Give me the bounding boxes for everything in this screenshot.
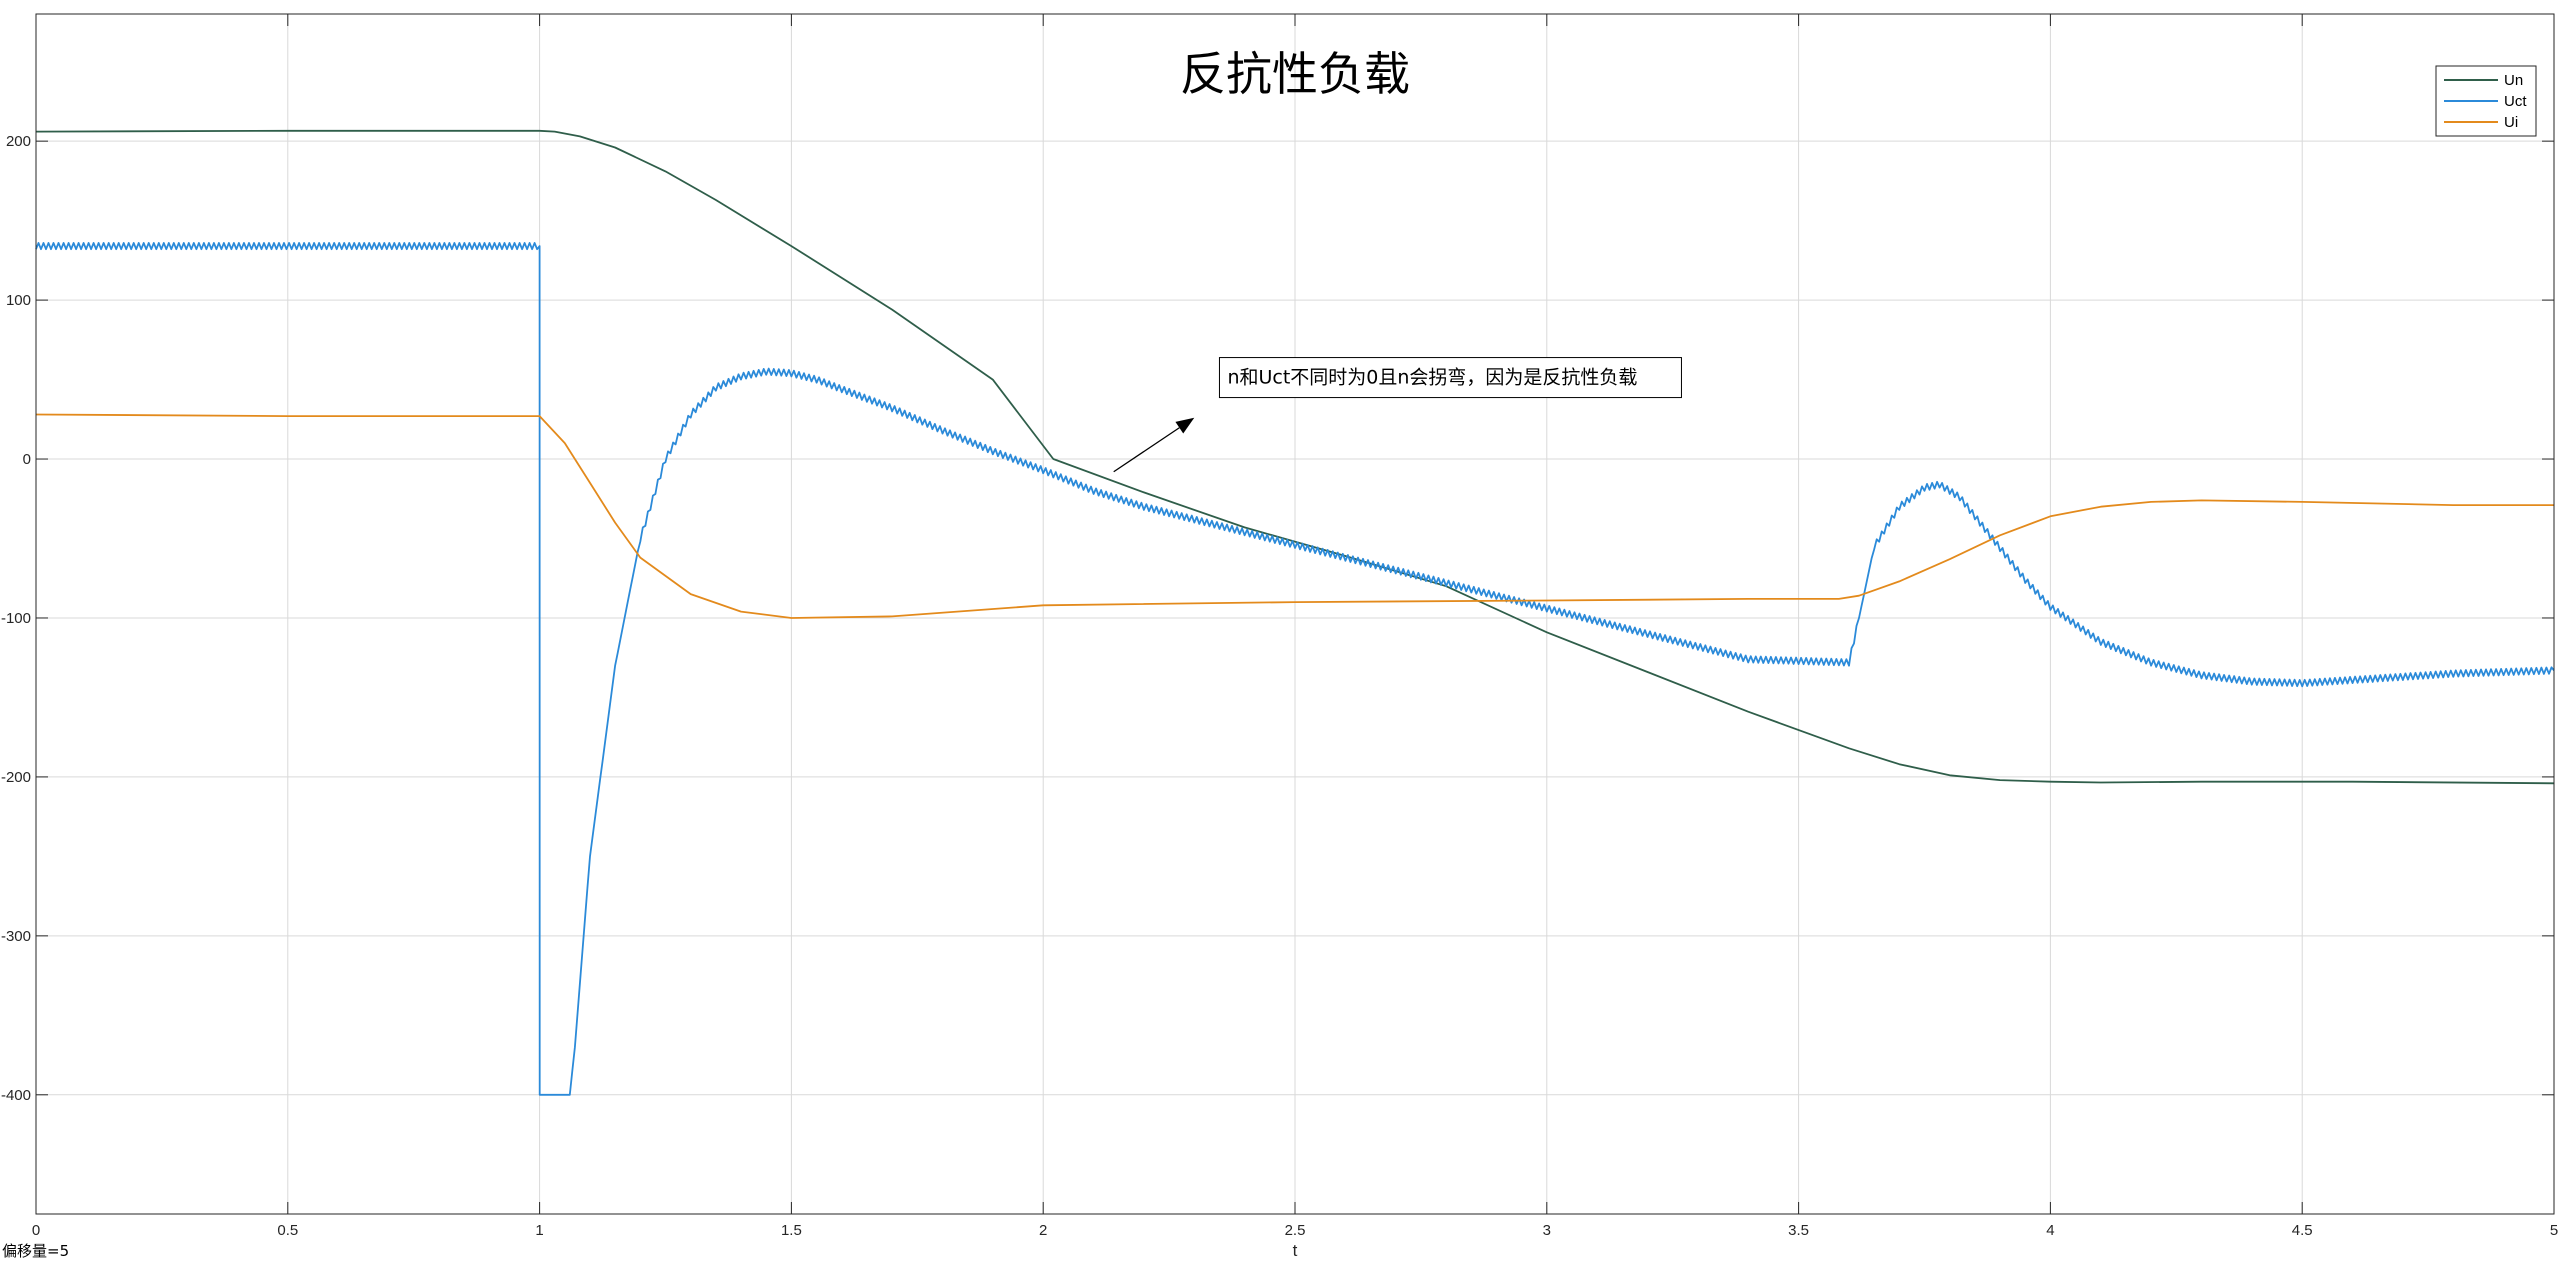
y-tick-label-2: 0 — [23, 451, 31, 468]
chart-title: 反抗性负载 — [1180, 47, 1410, 101]
x-tick-label-4: 2 — [1039, 1222, 1047, 1239]
series-line-un — [35, 129, 2555, 785]
legend-label-un: Un — [2504, 72, 2523, 89]
y-tick-label-5: -300 — [1, 928, 31, 945]
annotation-arrowhead — [1175, 417, 1195, 434]
x-tick-label-0: 0 — [32, 1222, 40, 1239]
x-tick-label-6: 3 — [1543, 1222, 1551, 1239]
y-tick-label-3: -100 — [1, 610, 31, 627]
x-tick-label-10: 5 — [2550, 1222, 2558, 1239]
series-layer — [35, 129, 2555, 1096]
x-tick-label-2: 1 — [535, 1222, 543, 1239]
grid — [35, 14, 2555, 1214]
y-tick-label-4: -200 — [1, 769, 31, 786]
x-tick-label-7: 3.5 — [1788, 1222, 1809, 1239]
axis-ticks: 0 0.5 1 1.5 2 2.5 3 3.5 4 4.5 5 200 100 0 -100 -200 -300… — [1, 14, 2558, 1239]
series-line-ui — [35, 413, 2554, 619]
annotation-box — [1218, 357, 1682, 399]
y-tick-label-0: 200 — [6, 133, 31, 150]
x-axis-label: t — [1293, 1241, 1298, 1260]
annotation-arrow — [1113, 427, 1180, 473]
y-tick-label-6: -400 — [1, 1087, 31, 1104]
x-tick-label-5: 2.5 — [1285, 1222, 1306, 1239]
series-line-uct — [35, 242, 2555, 1096]
annotation: n和Uct不同时为0且n会拐弯，因为是反抗性负载 — [1113, 357, 1682, 473]
legend: Un Uct Ui — [2435, 65, 2537, 137]
y-tick-label-1: 100 — [6, 292, 31, 309]
x-tick-label-9: 4.5 — [2292, 1222, 2313, 1239]
footer-note: 偏移量=5 — [2, 1242, 69, 1260]
x-tick-label-8: 4 — [2046, 1222, 2054, 1239]
legend-label-uct: Uct — [2504, 93, 2527, 110]
legend-label-ui: Ui — [2504, 114, 2518, 131]
annotation-text: n和Uct不同时为0且n会拐弯，因为是反抗性负载 — [1227, 367, 1637, 389]
x-tick-label-3: 1.5 — [781, 1222, 802, 1239]
x-tick-label-1: 0.5 — [277, 1222, 298, 1239]
